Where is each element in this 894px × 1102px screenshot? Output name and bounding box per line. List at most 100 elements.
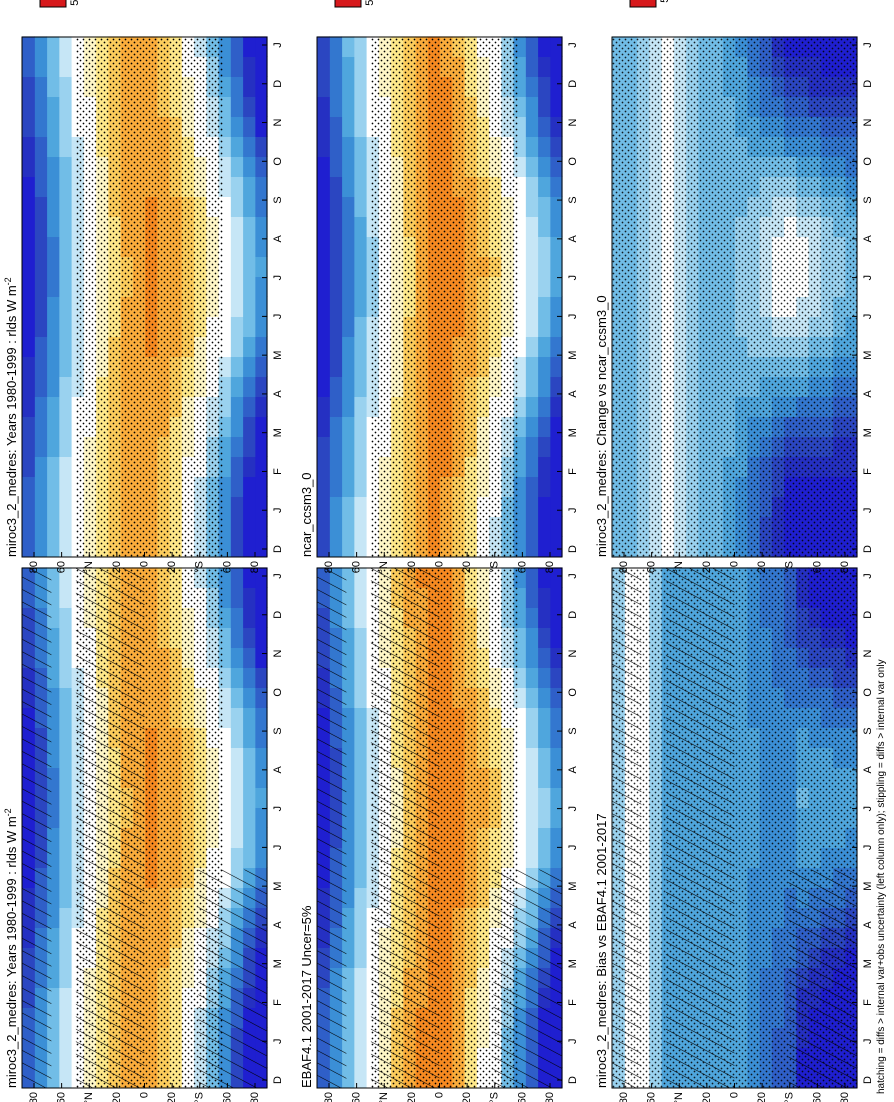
field-cell [549,496,563,517]
month-tick-label: A [567,390,579,398]
field-cell [549,96,563,117]
field-cell [317,176,330,197]
month-tick-label: N [272,650,284,658]
field-cell [230,567,244,588]
field-cell [34,136,48,157]
month-tick-label: D [862,545,874,553]
field-cell [46,156,60,177]
month-tick-label: D [862,611,874,619]
lat-tick-label: 0 [433,1092,445,1098]
field-cell [242,256,256,277]
field-cell [317,456,330,477]
hatch-overlay [22,568,52,1088]
field-cell [34,436,48,457]
field-cell [353,356,367,377]
field-cell [317,296,330,317]
field-cell [329,156,343,177]
field-cell [341,216,355,237]
field-cell [329,256,343,277]
field-cell [525,687,539,708]
month-tick-label: J [567,507,579,513]
field-cell [230,516,244,537]
hatch-overlay [317,568,347,1088]
field-cell [58,847,72,868]
field-cell [537,607,551,628]
field-cell [58,476,72,497]
month-tick-label: N [567,119,579,127]
field-cell [353,56,367,77]
field-cell [537,476,551,497]
field-cell [329,416,343,437]
field-cell [230,587,244,608]
field-cell [353,416,367,437]
field-cell [353,567,367,588]
field-cell [525,296,539,317]
field-cell [230,336,244,357]
field-cell [353,687,367,708]
lat-tick-label: 20 [111,561,123,573]
field-cell [254,516,268,537]
field-cell [254,96,268,117]
field-cell [230,236,244,257]
field-cell [254,787,268,808]
field-cell [549,567,563,588]
month-tick-label: D [272,1076,284,1084]
field-cell [254,76,268,97]
lat-tick-label: 20 [111,1092,123,1102]
field-cell [537,536,551,557]
field-cell [525,216,539,237]
field-cell [341,96,355,117]
field-cell [230,156,244,177]
field-cell [230,536,244,557]
month-tick-label: A [862,390,874,398]
field-cell [525,396,539,417]
field-cell [22,416,35,437]
field-cell [317,396,330,417]
field-cell [329,216,343,237]
field-cell [549,607,563,628]
field-cell [242,847,256,868]
field-cell [58,236,72,257]
field-cell [329,176,343,197]
month-tick-label: J [272,507,284,513]
field-cell [34,96,48,117]
colorbar-frame [629,0,657,8]
field-cell [58,56,72,77]
field-cell [537,176,551,197]
field-cell [34,276,48,297]
field-cell [341,336,355,357]
panel-6: miroc3_2_medres: Change vs ncar_ccsm3_0 D… [594,0,874,573]
month-tick-label: A [272,235,284,243]
field-cell [353,376,367,397]
field-cell [353,647,367,668]
lat-tick-label: 60 [221,561,233,573]
lat-tick-label: 60 [516,1092,528,1102]
month-tick-label: F [862,999,874,1006]
field-cell [242,667,256,688]
field-cell [549,476,563,497]
field-cell [34,296,48,317]
field-cell [58,667,72,688]
colorbar-label: 50 [659,0,671,3]
field-cell [525,276,539,297]
field-cell [549,36,563,57]
month-tick-label: F [272,999,284,1006]
lat-tick-label: 20 [701,1092,713,1102]
month-tick-label: J [567,314,579,320]
field-cell [46,396,60,417]
lat-tick-label: 60 [351,561,363,573]
field-cell [46,416,60,437]
field-cell [353,296,367,317]
field-cell [537,36,551,57]
field-cell [46,216,60,237]
field-cell [353,727,367,748]
field-cell [341,496,355,517]
month-tick-label: M [862,428,874,437]
lat-tick-label: 20 [701,561,713,573]
field-cell [254,256,268,277]
field-cell [353,396,367,417]
field-cell [22,476,35,497]
field-cell [22,276,35,297]
field-cell [22,436,35,457]
field-cell [525,607,539,628]
